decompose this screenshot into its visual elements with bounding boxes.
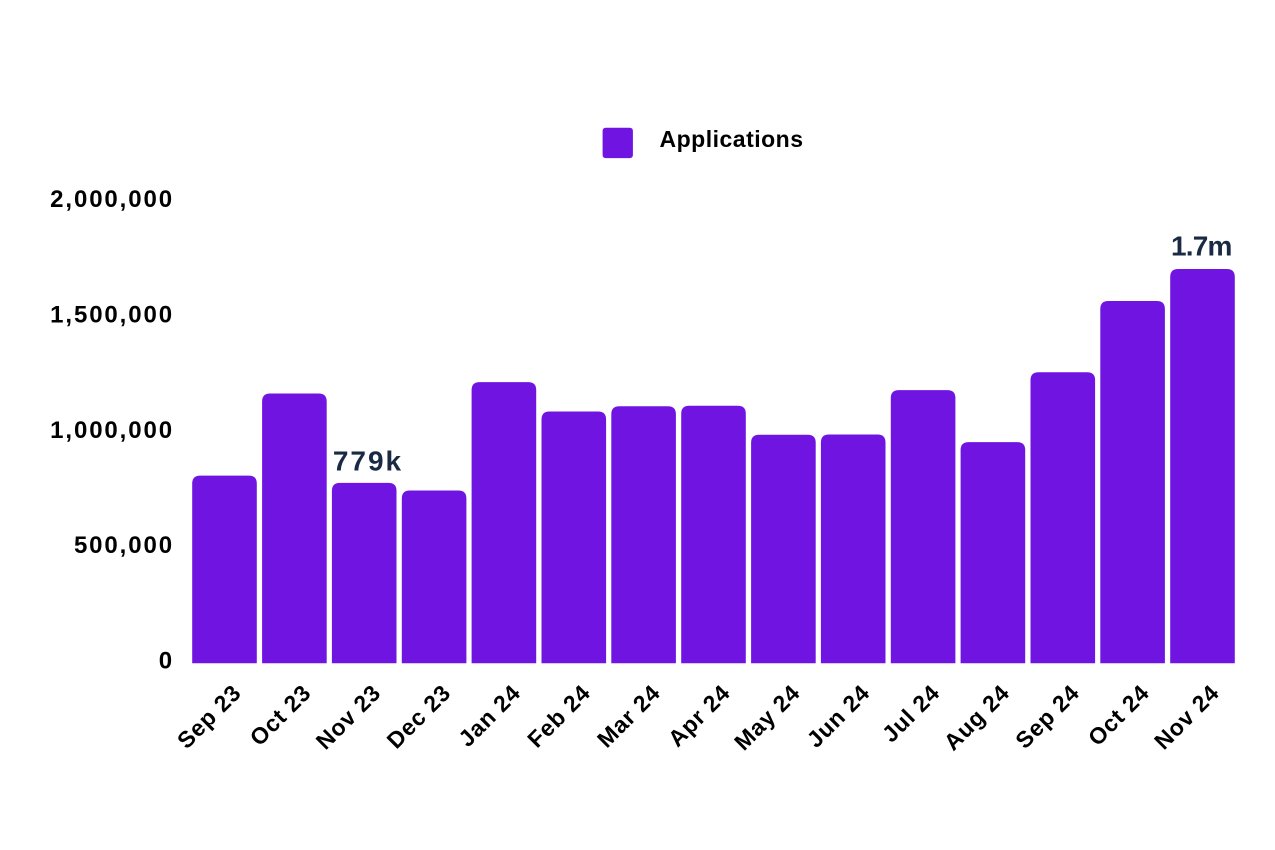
svg-text:779k: 779k bbox=[333, 446, 403, 477]
svg-text:Applications: Applications bbox=[660, 126, 804, 152]
svg-text:0: 0 bbox=[159, 647, 174, 674]
svg-text:1.7m: 1.7m bbox=[1171, 231, 1232, 262]
svg-text:1,000,000: 1,000,000 bbox=[50, 417, 174, 444]
svg-text:500,000: 500,000 bbox=[74, 532, 174, 559]
svg-text:1,500,000: 1,500,000 bbox=[50, 302, 174, 329]
svg-text:2,000,000: 2,000,000 bbox=[50, 186, 174, 213]
